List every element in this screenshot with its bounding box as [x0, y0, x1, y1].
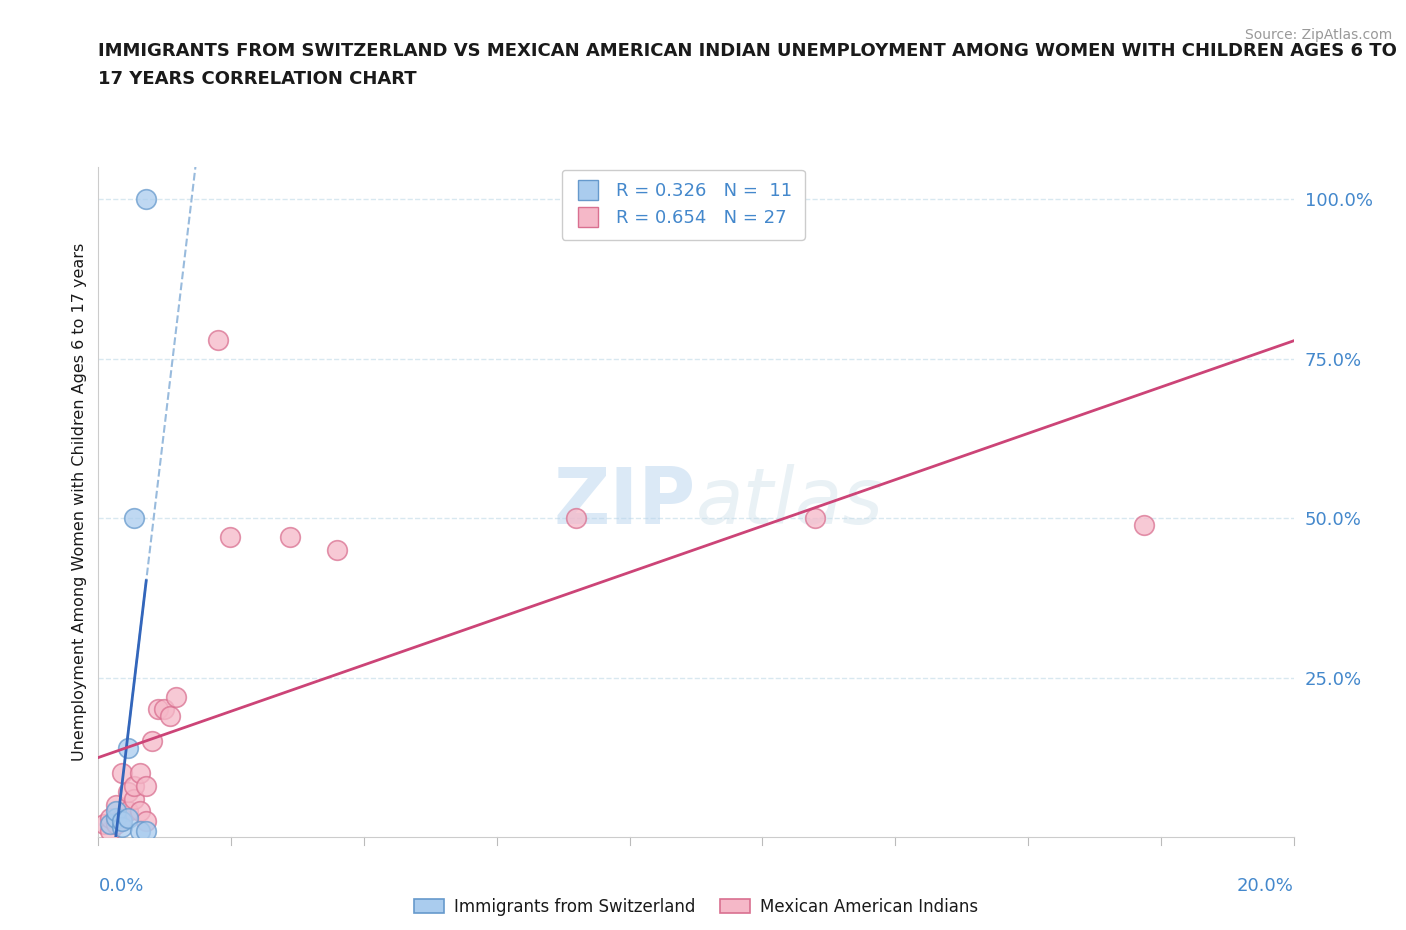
Point — [111, 765, 134, 780]
Y-axis label: Unemployment Among Women with Children Ages 6 to 17 years: Unemployment Among Women with Children A… — [72, 243, 87, 762]
Point — [129, 765, 152, 780]
Point — [100, 817, 122, 831]
Point — [159, 709, 181, 724]
Point — [129, 804, 152, 819]
Point — [93, 817, 115, 831]
Point — [129, 823, 152, 838]
Legend: Immigrants from Switzerland, Mexican American Indians: Immigrants from Switzerland, Mexican Ame… — [408, 891, 984, 923]
Point — [141, 734, 163, 749]
Point — [135, 814, 157, 829]
Point — [148, 702, 170, 717]
Text: 0.0%: 0.0% — [98, 877, 143, 896]
Point — [1133, 517, 1156, 532]
Point — [207, 332, 229, 347]
Point — [135, 192, 157, 206]
Point — [111, 820, 134, 835]
Point — [278, 530, 301, 545]
Point — [117, 810, 139, 825]
Point — [153, 702, 176, 717]
Point — [117, 740, 139, 755]
Point — [124, 511, 146, 525]
Point — [165, 689, 187, 704]
Point — [326, 542, 349, 557]
Point — [117, 785, 139, 800]
Text: ZIP: ZIP — [554, 464, 696, 540]
Text: 20.0%: 20.0% — [1237, 877, 1294, 896]
Point — [105, 817, 128, 831]
Point — [100, 810, 122, 825]
Text: atlas: atlas — [696, 464, 884, 540]
Point — [105, 810, 128, 825]
Point — [100, 823, 122, 838]
Point — [135, 778, 157, 793]
Text: IMMIGRANTS FROM SWITZERLAND VS MEXICAN AMERICAN INDIAN UNEMPLOYMENT AMONG WOMEN : IMMIGRANTS FROM SWITZERLAND VS MEXICAN A… — [98, 42, 1398, 60]
Text: 17 YEARS CORRELATION CHART: 17 YEARS CORRELATION CHART — [98, 70, 418, 87]
Point — [219, 530, 242, 545]
Point — [124, 778, 146, 793]
Point — [105, 798, 128, 813]
Point — [565, 511, 588, 525]
Point — [105, 804, 128, 819]
Point — [135, 823, 157, 838]
Point — [111, 814, 134, 829]
Point — [124, 791, 146, 806]
Text: Source: ZipAtlas.com: Source: ZipAtlas.com — [1244, 28, 1392, 42]
Point — [117, 804, 139, 819]
Point — [804, 511, 827, 525]
Point — [111, 810, 134, 825]
